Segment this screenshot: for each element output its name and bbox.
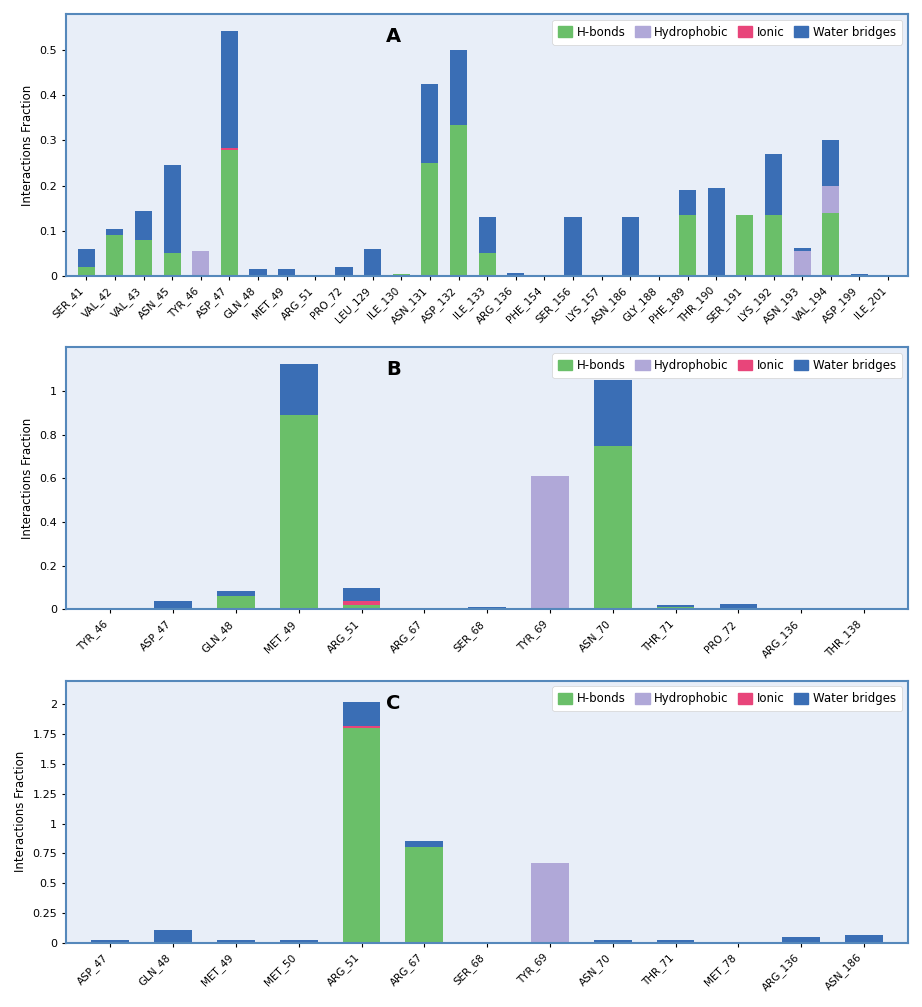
Bar (280, 415, 317, 609)
Y-axis label: Interactions Fraction: Interactions Fraction (21, 85, 34, 205)
Bar (531, 476, 569, 609)
Bar (77, 267, 95, 276)
Bar (217, 596, 254, 609)
Y-axis label: Interactions Fraction: Interactions Fraction (14, 751, 27, 872)
Bar (880, 275, 897, 276)
Text: B: B (386, 361, 401, 380)
Bar (217, 942, 254, 943)
Bar (468, 607, 506, 608)
Bar (656, 605, 694, 607)
Bar (479, 218, 496, 254)
Bar (593, 275, 610, 276)
Bar (679, 215, 696, 276)
Legend: H-bonds, Hydrophobic, Ionic, Water bridges: H-bonds, Hydrophobic, Ionic, Water bridg… (552, 687, 903, 711)
Bar (679, 190, 696, 215)
Bar (822, 212, 839, 276)
Bar (737, 215, 753, 276)
Bar (307, 275, 324, 276)
Bar (91, 941, 129, 942)
Bar (594, 940, 632, 943)
Bar (106, 229, 124, 236)
Bar (343, 702, 381, 726)
Bar (783, 937, 821, 943)
Bar (135, 210, 152, 240)
Bar (343, 605, 381, 609)
Bar (221, 149, 238, 276)
Bar (343, 587, 381, 601)
Bar (421, 163, 439, 276)
Legend: H-bonds, Hydrophobic, Ionic, Water bridges: H-bonds, Hydrophobic, Ionic, Water bridg… (552, 353, 903, 378)
Bar (106, 236, 124, 276)
Bar (450, 125, 467, 276)
Bar (343, 601, 381, 605)
Bar (845, 936, 883, 943)
Bar (163, 165, 181, 254)
Bar (163, 254, 181, 276)
Bar (822, 140, 839, 185)
Bar (794, 248, 810, 251)
Bar (280, 942, 317, 943)
Bar (217, 591, 254, 596)
Bar (278, 269, 295, 276)
Bar (343, 726, 381, 728)
Bar (621, 218, 639, 276)
Bar (217, 941, 254, 942)
Bar (336, 267, 352, 276)
Bar (135, 240, 152, 276)
Bar (822, 185, 839, 212)
Text: C: C (386, 694, 400, 713)
Bar (594, 380, 632, 445)
Bar (154, 601, 192, 609)
Bar (280, 364, 317, 415)
Bar (221, 30, 238, 148)
Bar (406, 608, 443, 609)
Bar (364, 249, 381, 276)
Y-axis label: Interactions Fraction: Interactions Fraction (21, 418, 34, 539)
Bar (77, 249, 95, 267)
Bar (406, 848, 443, 943)
Bar (594, 445, 632, 609)
Bar (91, 942, 129, 943)
Bar (154, 929, 192, 943)
Bar (221, 148, 238, 149)
Legend: H-bonds, Hydrophobic, Ionic, Water bridges: H-bonds, Hydrophobic, Ionic, Water bridg… (552, 20, 903, 44)
Bar (564, 218, 582, 276)
Bar (450, 50, 467, 125)
Bar (794, 251, 810, 276)
Bar (765, 154, 782, 215)
Bar (851, 274, 868, 276)
Bar (656, 607, 694, 609)
Bar (708, 188, 725, 276)
Bar (421, 84, 439, 163)
Bar (250, 269, 266, 276)
Bar (531, 863, 569, 943)
Bar (765, 215, 782, 276)
Bar (406, 842, 443, 848)
Bar (280, 941, 317, 942)
Text: A: A (386, 27, 401, 46)
Bar (343, 728, 381, 943)
Bar (720, 604, 757, 609)
Bar (479, 254, 496, 276)
Bar (192, 251, 209, 276)
Bar (468, 608, 506, 609)
Bar (507, 273, 525, 276)
Bar (393, 274, 410, 276)
Bar (656, 940, 694, 943)
